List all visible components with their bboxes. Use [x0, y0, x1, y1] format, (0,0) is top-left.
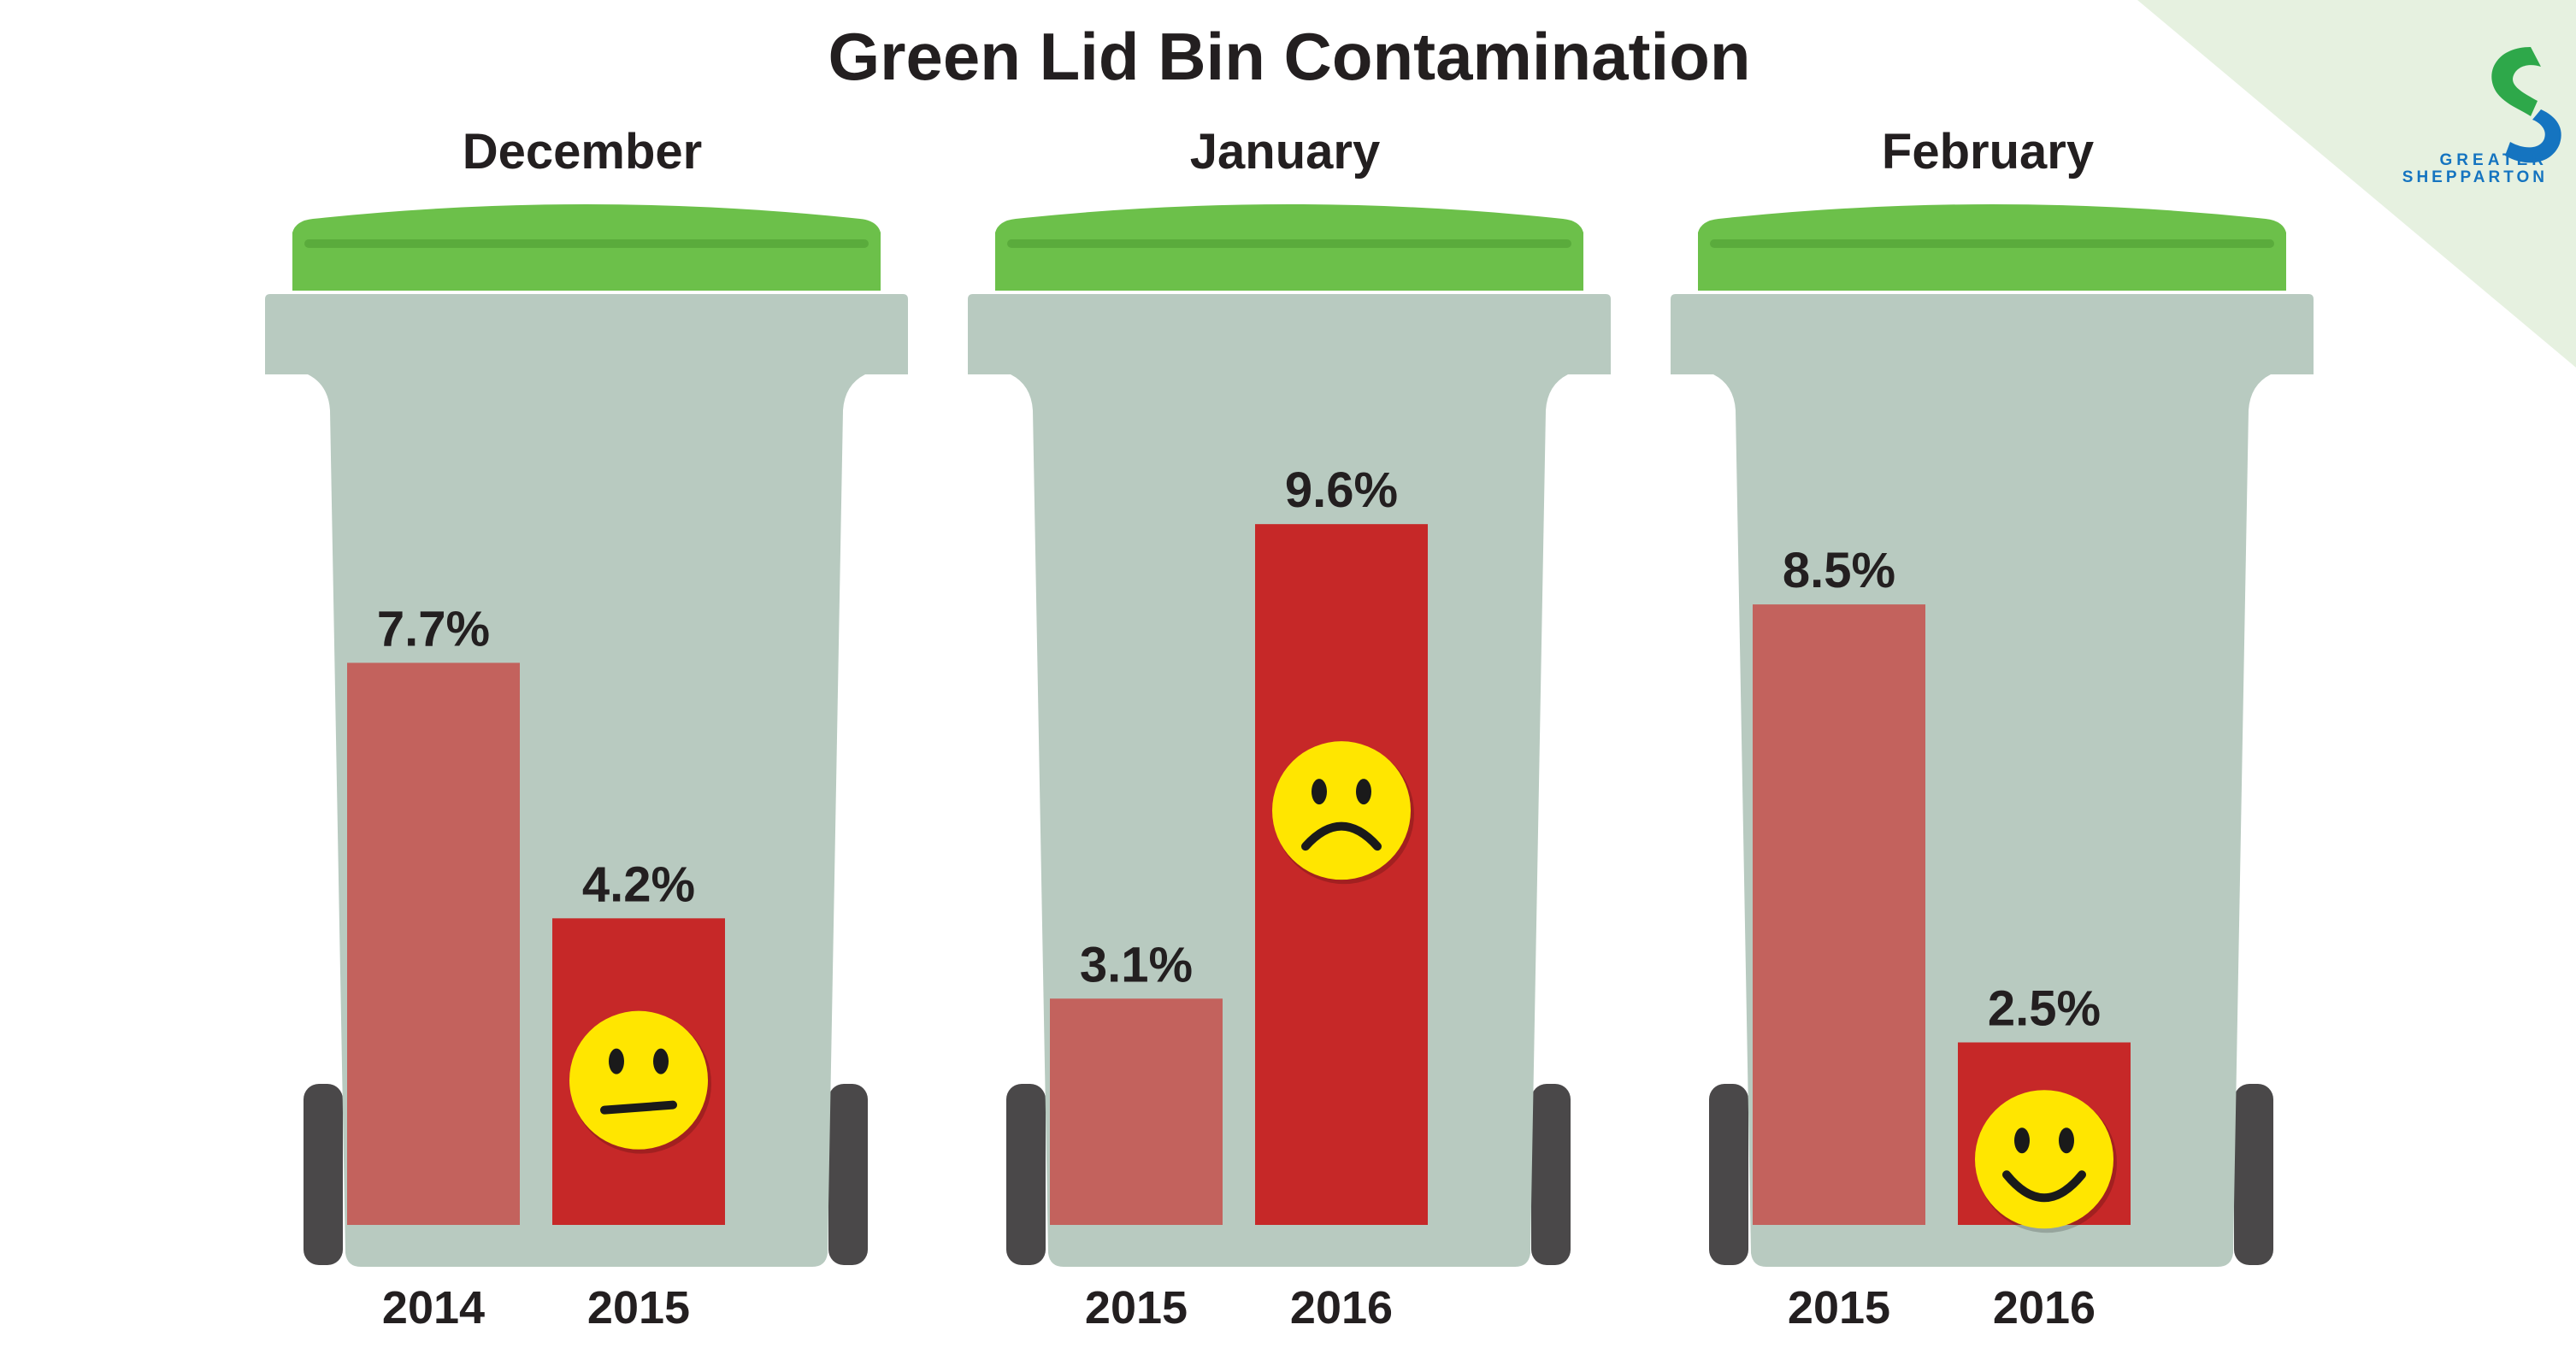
face-eye-left [609, 1048, 624, 1074]
logo-line-1: GREATER [2440, 151, 2548, 169]
face-circle [569, 1010, 708, 1150]
month-label: December [463, 124, 702, 180]
bin-wheel-left [1006, 1084, 1046, 1265]
face-eye-right [1356, 779, 1371, 805]
bin-panel-january: January 3.1% 2015 9.6% 2016 [968, 124, 1611, 1333]
x-tick-label: 2016 [1290, 1282, 1393, 1333]
bin-lid-stripe [1007, 239, 1571, 248]
x-tick-label: 2016 [1993, 1282, 2096, 1333]
face-eye-right [2059, 1127, 2074, 1154]
month-label: January [1190, 124, 1380, 180]
bin-lid-stripe [1710, 239, 2274, 248]
face-circle [1272, 741, 1411, 880]
bar-value-label: 4.2% [582, 856, 695, 912]
face-eye-left [1312, 779, 1327, 805]
bin-wheel-left [1709, 1084, 1748, 1265]
neutral-face-icon [569, 1010, 711, 1154]
bin-lid-stripe [304, 239, 869, 248]
logo-s-bottom-blue [2505, 109, 2561, 163]
bin-wheel-right [2234, 1084, 2273, 1265]
bin-panel-february: February 8.5% 2015 2.5% 2016 [1671, 124, 2314, 1333]
face-mouth [1301, 821, 1382, 851]
logo-s-top-green [2491, 47, 2541, 116]
bar-february-2015 [1753, 604, 1925, 1225]
happy-face-icon [1975, 1090, 2117, 1233]
chart-title: Green Lid Bin Contamination [828, 19, 1750, 94]
month-label: February [1882, 124, 2094, 180]
bar-december-2014 [347, 662, 520, 1225]
bar-value-label: 8.5% [1783, 543, 1895, 598]
face-mouth [2002, 1170, 2086, 1203]
face-mouth [600, 1100, 677, 1115]
face-eye-right [653, 1048, 669, 1074]
x-tick-label: 2015 [587, 1282, 690, 1333]
bin-wheel-right [1531, 1084, 1571, 1265]
bar-value-label: 2.5% [1988, 981, 2101, 1037]
bar-value-label: 9.6% [1285, 462, 1398, 518]
logo-line-2: SHEPPARTON [2402, 168, 2548, 186]
corner-decoration [2137, 0, 2576, 368]
bar-value-label: 7.7% [377, 601, 490, 656]
shepparton-s-logo-icon [2491, 47, 2561, 163]
bar-value-label: 3.1% [1080, 937, 1193, 992]
face-eye-left [2014, 1127, 2030, 1154]
x-tick-label: 2014 [382, 1282, 485, 1333]
face-circle [1975, 1090, 2113, 1229]
bin-wheel-right [828, 1084, 868, 1265]
x-tick-label: 2015 [1788, 1282, 1890, 1333]
bar-january-2015 [1050, 998, 1223, 1225]
x-tick-label: 2015 [1085, 1282, 1188, 1333]
bin-panel-december: December 7.7% 2014 4.2% 2015 [265, 124, 908, 1333]
bin-panels: December 7.7% 2014 4.2% 2015 January 3.1% 2015 9… [265, 124, 2314, 1333]
sad-face-icon [1272, 741, 1414, 885]
greater-shepparton-logo: GREATER SHEPPARTON [2402, 47, 2561, 186]
bin-wheel-left [304, 1084, 343, 1265]
